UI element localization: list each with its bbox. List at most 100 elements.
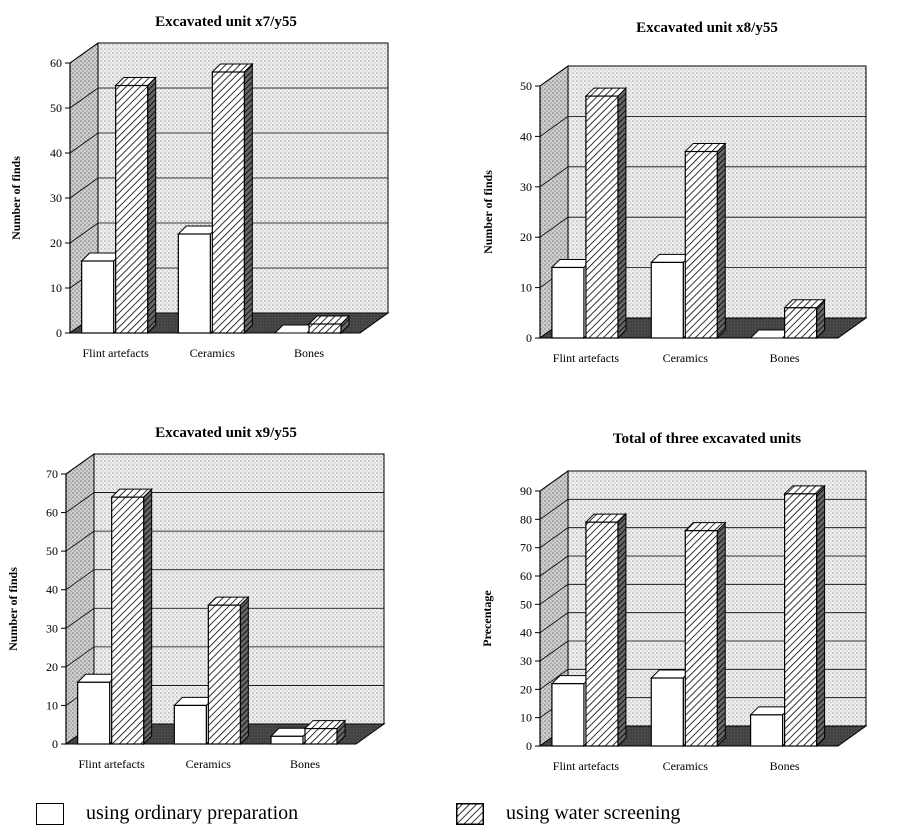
y-tick-label: 40	[520, 129, 532, 143]
y-tick-label: 10	[50, 281, 62, 295]
chart-title: Excavated unit x9/y55	[155, 425, 297, 441]
bar-front	[81, 260, 115, 334]
bar-front	[684, 530, 718, 747]
bar-front	[270, 735, 304, 745]
legend-ordinary-label: using ordinary preparation	[86, 802, 299, 824]
x-tick-label: Flint artefacts	[553, 759, 620, 773]
gridline	[65, 492, 384, 513]
charts-svg: 0 10 20 30 40 50 60 Flint artefacts Ceramics Bone…	[6, 14, 868, 773]
y-tick-label: 80	[520, 512, 532, 526]
y-tick-label: 30	[520, 180, 532, 194]
legend-water-label: using water screening	[506, 802, 681, 824]
x-tick-label: Flint artefacts	[83, 346, 150, 360]
x-tick-label: Bones	[770, 759, 800, 773]
bar-front	[585, 521, 619, 747]
bar-side	[147, 76, 157, 335]
gridline	[539, 470, 866, 492]
gridline	[539, 527, 866, 548]
bar-side	[816, 484, 826, 748]
bar-front	[650, 677, 684, 747]
x-tick-label: Ceramics	[663, 759, 709, 773]
y-axis-label: Number of finds	[481, 170, 495, 254]
x-tick-label: Bones	[290, 757, 320, 771]
bar-front	[207, 604, 241, 745]
y-tick-label: 10	[46, 698, 58, 712]
chart-4: 0 10 20 30 40 50 60 70 80 90 Flint artefacts Cerami…	[480, 431, 868, 773]
x-tick-label: Bones	[770, 351, 800, 365]
bar-water	[307, 314, 351, 335]
y-tick-label: 60	[50, 56, 62, 70]
y-tick-label: 20	[50, 236, 62, 250]
bar-water	[684, 521, 727, 748]
y-tick-label: 40	[520, 626, 532, 640]
y-tick-label: 50	[520, 597, 532, 611]
bar-water	[207, 595, 250, 746]
y-tick-label: 0	[526, 331, 532, 345]
y-tick-label: 50	[46, 544, 58, 558]
bar-side	[617, 86, 627, 340]
chart-1: 0 10 20 30 40 50 60 Flint artefacts Ceramics Bone…	[9, 14, 390, 360]
chart-2: 0 10 20 30 40 50 Flint artefacts Ceramics Bones E…	[481, 20, 868, 365]
y-tick-label: 10	[520, 281, 532, 295]
bar-water	[110, 487, 153, 746]
bar-front	[783, 493, 818, 747]
gridline	[69, 222, 388, 244]
gridline	[539, 640, 866, 662]
y-tick-label: 30	[46, 621, 58, 635]
y-tick-label: 20	[520, 682, 532, 696]
gridline	[539, 668, 866, 690]
bar-water	[584, 512, 628, 748]
gridline	[539, 555, 866, 577]
chart-3: 0 10 20 30 40 50 60 70 Flint artefacts Ceramics Bo…	[6, 425, 386, 771]
bar-water	[783, 484, 826, 748]
y-tick-label: 70	[46, 467, 58, 481]
bar-front	[177, 233, 211, 334]
gridline	[65, 646, 384, 668]
chart-title: Excavated unit x7/y55	[155, 14, 297, 30]
chart-title: Excavated unit x8/y55	[636, 20, 778, 36]
bar-side	[617, 512, 627, 748]
bar-side	[243, 62, 253, 335]
bar-side	[716, 142, 726, 340]
gridline	[69, 132, 388, 154]
y-axis-label: Number of finds	[6, 567, 20, 651]
gridline	[65, 453, 384, 475]
bar-water	[584, 86, 628, 340]
y-tick-label: 90	[520, 484, 532, 498]
gridline	[539, 583, 866, 605]
legend-white-swatch	[36, 802, 64, 825]
y-tick-label: 60	[520, 569, 532, 583]
gridline	[69, 177, 388, 199]
y-tick-label: 10	[520, 711, 532, 725]
legend-water: using water screening	[456, 802, 680, 825]
y-tick-label: 0	[52, 737, 58, 751]
legend-hatched-swatch	[456, 802, 484, 825]
y-tick-label: 60	[46, 506, 58, 520]
bar-front	[173, 704, 207, 745]
x-tick-label: Bones	[294, 346, 324, 360]
x-tick-label: Ceramics	[663, 351, 709, 365]
y-tick-label: 20	[520, 230, 532, 244]
gridline	[65, 607, 384, 629]
gridline	[539, 216, 866, 238]
y-tick-label: 0	[526, 739, 532, 753]
y-axis-label: Precentage	[480, 590, 494, 647]
bar-front	[304, 727, 338, 745]
y-tick-label: 50	[50, 101, 62, 115]
bar-front	[551, 266, 585, 339]
bar-front	[77, 681, 111, 745]
x-tick-label: Flint artefacts	[553, 351, 620, 365]
bar-front	[585, 95, 619, 339]
bar-water	[114, 76, 157, 335]
y-tick-label: 40	[50, 146, 62, 160]
y-tick-label: 70	[520, 541, 532, 555]
y-tick-label: 30	[520, 654, 532, 668]
gridline	[539, 65, 866, 87]
gridline	[539, 498, 866, 520]
y-tick-label: 50	[520, 79, 532, 93]
bar-front	[211, 71, 245, 334]
legend-ordinary: using ordinary preparation	[36, 802, 298, 825]
y-tick-label: 30	[50, 191, 62, 205]
y-tick-label: 0	[56, 326, 62, 340]
bar-side	[716, 521, 726, 748]
